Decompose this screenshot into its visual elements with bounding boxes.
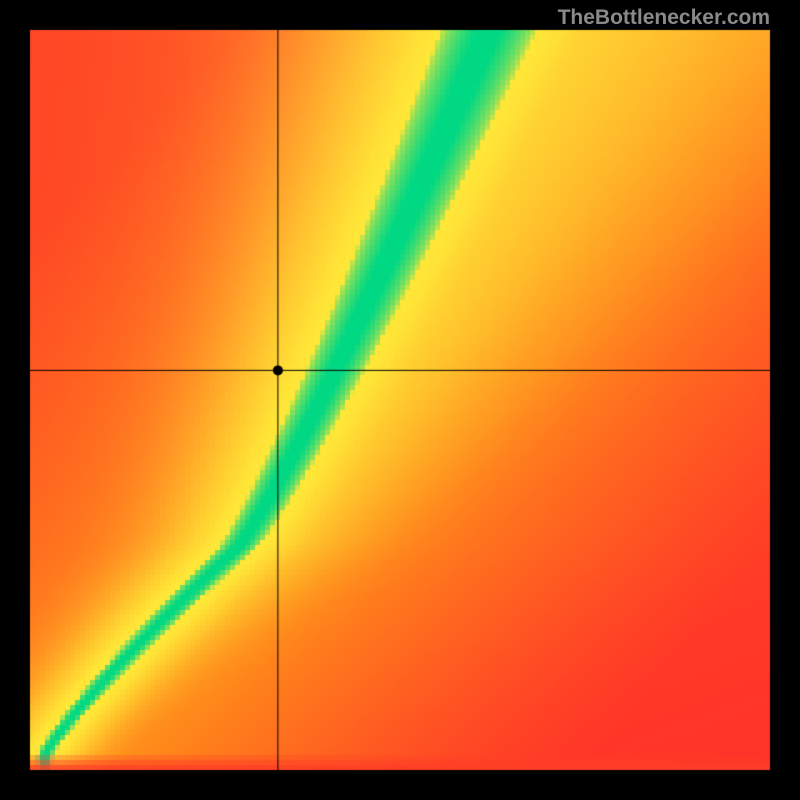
watermark-text: TheBottlenecker.com [558,6,770,30]
heatmap-canvas [0,0,800,800]
chart-container: TheBottlenecker.com [0,0,800,800]
